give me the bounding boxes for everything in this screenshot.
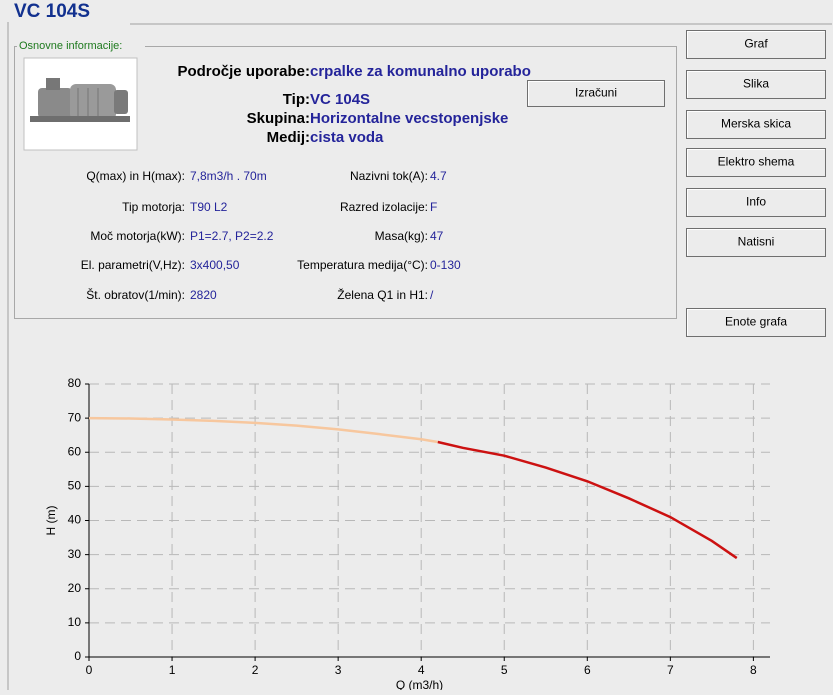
button-highlight: [528, 81, 664, 106]
button[interactable]: Merska skica: [686, 110, 826, 139]
y-tick-label: 70: [68, 410, 82, 424]
detail-label: El. parametri(V,Hz):: [81, 258, 185, 272]
button-label: Slika: [743, 77, 769, 91]
summary-label: Področje uporabe:: [177, 63, 310, 80]
chart: 0 10 20 30 40 50 60 70 80 0 1 2 3 4 5 6 7 8 H (m) Q (m3/h): [44, 376, 770, 692]
summary-value: crpalke za komunalno uporabo: [310, 63, 531, 80]
detail-value: 7,8m3/h . 70m: [190, 169, 267, 183]
x-tick-label: 4: [418, 663, 425, 677]
curve: [437, 440, 738, 560]
button-label: Merska skica: [721, 117, 791, 131]
button-face: [686, 308, 826, 337]
button-highlight: [687, 189, 825, 216]
detail-label: Tip motorja:: [122, 200, 185, 214]
window-title: VC 104S: [14, 1, 90, 22]
info-group: [14, 46, 677, 319]
x-tick-label: 8: [750, 663, 757, 677]
button-label: Elektro shema: [718, 155, 795, 169]
detail-value: 3x400,50: [190, 258, 240, 272]
button-highlight: [687, 149, 825, 176]
detail-label: Masa(kg):: [375, 229, 428, 243]
x-tick-label: 2: [252, 663, 259, 677]
group-label: Osnovne informacije:: [19, 40, 122, 52]
detail-label: Nazivni tok(A):: [350, 169, 428, 183]
summary-value: VC 104S: [310, 91, 370, 108]
summary-value: Horizontalne vecstopenjske: [310, 110, 508, 127]
y-tick-label: 20: [68, 581, 82, 595]
button[interactable]: Graf: [686, 30, 826, 59]
button-face: [527, 80, 665, 107]
button[interactable]: Info: [686, 188, 826, 217]
button-label: Natisni: [738, 235, 775, 249]
button[interactable]: Slika: [686, 70, 826, 99]
detail-value: 47: [430, 229, 444, 243]
summary-label: Skupina:: [247, 110, 310, 127]
summary-value: cista voda: [310, 129, 384, 146]
summary-label: Medij:: [267, 129, 310, 146]
detail-label: Temperatura medija(°C):: [297, 258, 428, 272]
button-label: Info: [746, 195, 766, 209]
button-label: Graf: [744, 37, 768, 51]
detail-label: Št. obratov(1/min):: [86, 287, 185, 302]
x-tick-label: 6: [584, 663, 591, 677]
x-axis-label: Q (m3/h): [396, 678, 443, 690]
x-tick-label: 1: [169, 663, 176, 677]
y-tick-label: 10: [68, 615, 82, 629]
summary-row: Področje uporabe:crpalke za komunalno up…: [177, 63, 530, 80]
button[interactable]: Natisni: [686, 228, 826, 257]
y-tick-label: 50: [68, 479, 82, 493]
detail-value: T90 L2: [190, 200, 228, 214]
summary-row: Skupina:Horizontalne vecstopenjske: [247, 110, 509, 127]
detail-value: F: [430, 200, 437, 214]
y-tick-label: 30: [68, 547, 82, 561]
button-face: [686, 148, 826, 177]
button-highlight: [687, 71, 825, 98]
button-label: Enote grafa: [725, 315, 787, 329]
detail-value: /: [430, 288, 434, 302]
button[interactable]: Elektro shema: [686, 148, 826, 177]
detail-value: 2820: [190, 288, 217, 302]
button-label: Izračuni: [575, 86, 617, 100]
y-axis-label: H (m): [44, 506, 58, 536]
y-tick-label: 80: [68, 376, 82, 390]
button-face: [686, 70, 826, 99]
y-tick-label: 0: [74, 649, 81, 663]
button-face: [686, 188, 826, 217]
x-tick-label: 3: [335, 663, 342, 677]
button[interactable]: Enote grafa: [686, 308, 826, 337]
button-face: [686, 110, 826, 139]
y-tick-label: 60: [68, 444, 82, 458]
x-tick-label: 7: [667, 663, 674, 677]
detail-value: 0-130: [430, 258, 461, 272]
detail-value: P1=2.7, P2=2.2: [190, 229, 274, 243]
x-tick-label: 5: [501, 663, 508, 677]
detail-label: Želena Q1 in H1:: [337, 287, 428, 302]
detail-label: Q(max) in H(max):: [86, 169, 185, 183]
button-highlight: [687, 229, 825, 256]
group-label-bg: [17, 40, 145, 52]
summary-row: Tip:VC 104S: [283, 91, 370, 108]
detail-value: 4.7: [430, 169, 447, 183]
button-highlight: [687, 31, 825, 58]
button-highlight: [687, 111, 825, 138]
y-tick-label: 40: [68, 513, 82, 527]
summary-row: Medij:cista voda: [267, 129, 384, 146]
button[interactable]: Izračuni: [527, 80, 665, 107]
button-face: [686, 228, 826, 257]
x-tick-label: 0: [86, 663, 93, 677]
detail-label: Moč motorja(kW):: [90, 229, 185, 243]
curve: [88, 416, 439, 444]
detail-label: Razred izolacije:: [340, 200, 428, 214]
summary-label: Tip:: [283, 91, 310, 108]
button-highlight: [687, 309, 825, 336]
button-face: [686, 30, 826, 59]
pump-image: [23, 57, 138, 151]
